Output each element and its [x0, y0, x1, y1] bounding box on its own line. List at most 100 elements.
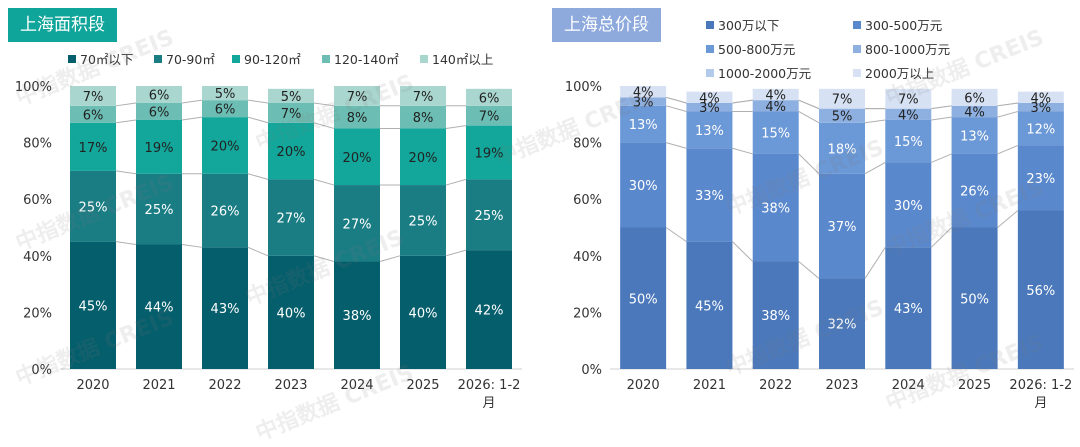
bar-segment: [136, 86, 182, 103]
legend-item-1: 300-500万元: [853, 15, 942, 34]
bar-segment: [819, 122, 865, 174]
legend-swatch: [322, 55, 330, 63]
y-tick-label: 40%: [23, 250, 52, 265]
legend-label: 800-1000万元: [865, 42, 951, 57]
connector-line: [247, 246, 269, 257]
bar-segment: [70, 170, 116, 242]
bar-segment: [202, 100, 248, 118]
connector-line: [931, 153, 952, 163]
bar-segment: [268, 122, 314, 180]
connector-line: [115, 119, 137, 124]
data-label: 32%: [828, 318, 857, 333]
legend-item-4: 140㎡以上: [420, 49, 493, 68]
legend-item-1: 70-90㎡: [154, 49, 215, 68]
legend-label: 300-500万元: [865, 18, 943, 33]
bar-segment: [620, 97, 667, 106]
data-label: 4%: [964, 105, 985, 120]
data-label: 26%: [211, 205, 240, 220]
y-tick-label: 40%: [573, 250, 602, 265]
connector-line: [997, 102, 1018, 107]
data-label: 7%: [479, 110, 500, 125]
price-segment-panel: 上海总价段 300万以下 300-500万元 500-800万元 800-100…: [540, 0, 1080, 419]
bar-segment: [752, 88, 799, 101]
data-label: 30%: [894, 199, 923, 214]
connector-line: [181, 116, 203, 121]
data-label: 19%: [145, 141, 174, 156]
data-label: 40%: [277, 306, 306, 321]
bar-segment: [620, 227, 667, 369]
legend-label: 1000-2000万元: [718, 66, 812, 81]
data-label: 19%: [475, 147, 504, 162]
data-label: 25%: [145, 203, 174, 218]
legend-item-5: 2000万以上: [853, 63, 934, 82]
bar-segment: [70, 86, 116, 106]
connector-line: [997, 110, 1018, 118]
data-label: 7%: [832, 93, 853, 108]
bar-segment: [466, 179, 512, 251]
bar-segment: [686, 91, 733, 103]
bar-segment: [70, 122, 116, 171]
data-label: 15%: [894, 135, 923, 150]
legend-swatch: [706, 21, 714, 29]
area-segment-panel: 上海面积段 70㎡以下 70-90㎡ 90-120㎡ 120-140㎡ 140㎡…: [0, 0, 540, 419]
bar-segment: [686, 241, 733, 369]
connector-line: [115, 102, 137, 107]
data-label: 6%: [149, 88, 170, 103]
bar-segment: [620, 142, 667, 228]
x-tick-label: 2020: [627, 378, 660, 393]
bar-segment: [951, 227, 998, 369]
connector-line: [181, 243, 203, 248]
y-tick-label: 80%: [23, 137, 52, 152]
bar-segment: [885, 119, 932, 163]
x-tick-label: 2022: [208, 378, 241, 393]
bar-segment: [819, 173, 865, 279]
bar-segment: [951, 88, 998, 106]
data-label: 42%: [475, 304, 504, 319]
connector-line: [247, 173, 269, 180]
data-label: 5%: [832, 110, 853, 125]
legend-label: 2000万以上: [865, 66, 935, 81]
data-label: 20%: [409, 151, 438, 166]
x-tick-label: 2025: [406, 378, 439, 393]
data-label: 30%: [629, 179, 658, 194]
y-tick-label: 60%: [23, 193, 52, 208]
bar-segment: [951, 153, 998, 228]
data-label: 8%: [413, 111, 434, 126]
y-tick-label: 0%: [581, 363, 602, 378]
legend-swatch: [154, 55, 162, 63]
bar-segment: [686, 102, 733, 112]
bar-segment: [620, 86, 667, 98]
legend-item-2: 500-800万元: [706, 39, 795, 58]
data-label: 25%: [409, 214, 438, 229]
bar-segment: [620, 105, 667, 143]
connector-line: [445, 125, 467, 129]
bar-segment: [885, 88, 932, 109]
data-label: 38%: [343, 309, 372, 324]
legend-swatch: [706, 69, 714, 77]
data-label: 6%: [215, 103, 236, 118]
data-label: 8%: [347, 111, 368, 126]
y-tick-label: 100%: [565, 80, 602, 95]
data-label: 27%: [277, 212, 306, 227]
data-label: 3%: [633, 96, 654, 111]
data-label: 15%: [761, 127, 790, 142]
price-segment-chart: 0% 20% 40% 60% 80% 100% 2020 2021 2022 2023 2024 20…: [565, 80, 1074, 411]
data-label: 4%: [765, 100, 786, 115]
connector-line: [732, 99, 753, 104]
data-label: 33%: [695, 189, 724, 204]
data-label: 56%: [1026, 284, 1055, 299]
bar-segment: [466, 88, 512, 106]
bar-segment: [819, 108, 865, 123]
bar-segment: [1017, 91, 1064, 103]
y-tick-label: 20%: [573, 306, 602, 321]
data-label: 7%: [281, 107, 302, 122]
bar-segment: [334, 261, 380, 369]
x-tick-label: 2023: [825, 378, 858, 393]
connector-line: [798, 261, 820, 279]
legend-label: 120-140㎡: [334, 52, 399, 67]
connector-line: [247, 116, 269, 124]
legend-swatch: [853, 69, 861, 77]
data-label: 4%: [898, 108, 919, 123]
connector-line: [313, 255, 335, 262]
connector-line: [798, 99, 820, 110]
